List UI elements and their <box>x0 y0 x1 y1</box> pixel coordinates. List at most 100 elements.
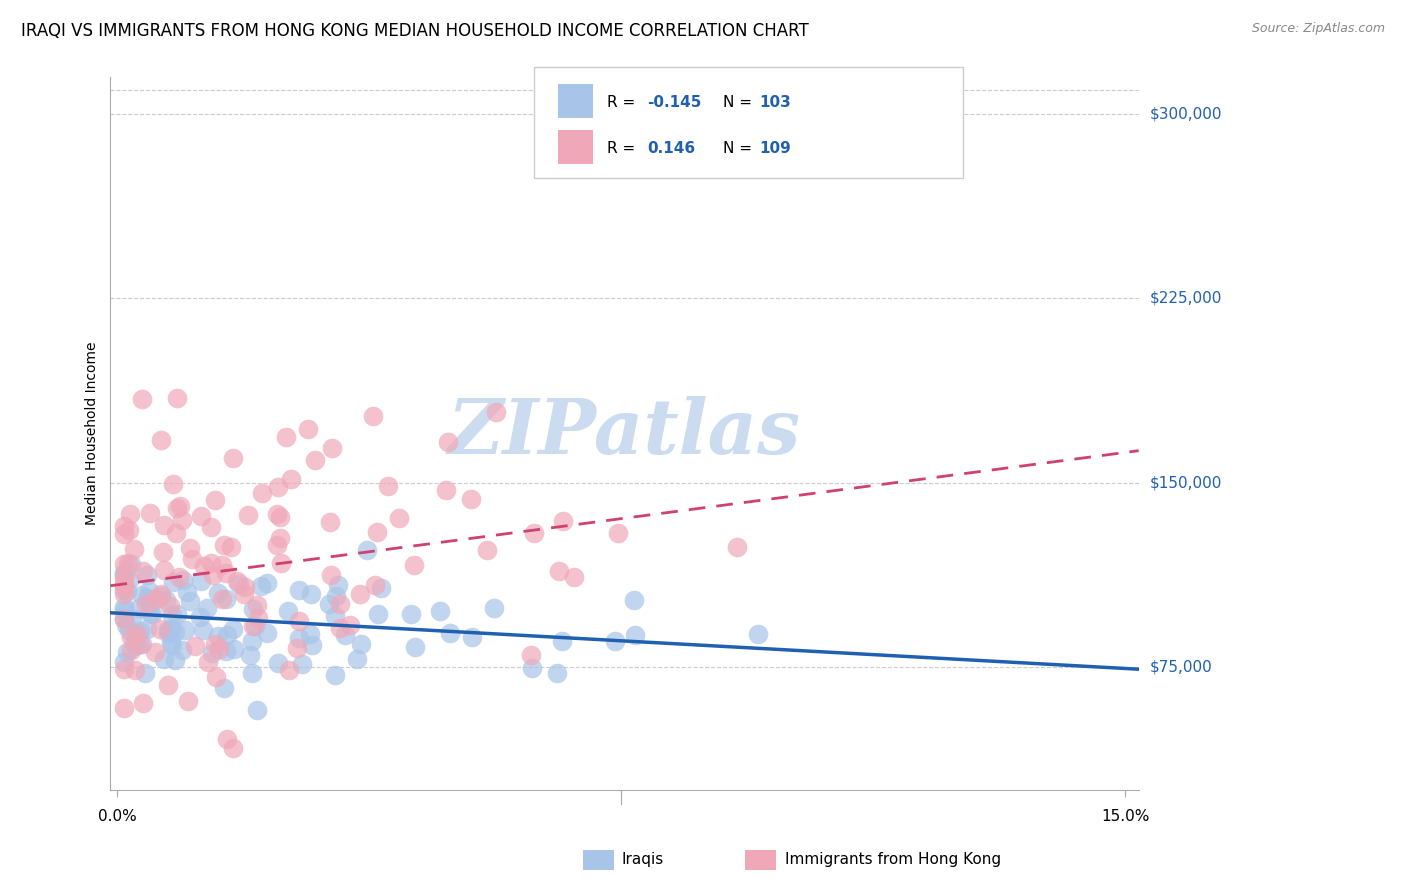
Point <box>160 607 183 622</box>
Point <box>278 663 301 677</box>
Point <box>301 638 323 652</box>
Point <box>173 624 195 638</box>
Point <box>153 652 176 666</box>
Point <box>122 636 145 650</box>
Text: ZIPatlas: ZIPatlas <box>449 396 801 470</box>
Point <box>201 646 224 660</box>
Point <box>551 633 574 648</box>
Point <box>299 587 322 601</box>
Point <box>239 648 262 662</box>
Point <box>297 422 319 436</box>
Point <box>128 624 150 639</box>
Point <box>437 435 460 450</box>
Point <box>112 569 135 583</box>
Point <box>166 391 188 405</box>
Point <box>434 483 457 497</box>
Point <box>157 623 180 637</box>
Point <box>520 648 543 662</box>
Text: N =: N = <box>723 141 756 156</box>
Point <box>115 584 138 599</box>
Point <box>325 589 347 603</box>
Point <box>112 655 135 669</box>
Point <box>266 507 288 521</box>
Point <box>155 593 177 607</box>
Point <box>361 409 384 423</box>
Point <box>370 581 392 595</box>
Point <box>399 607 422 621</box>
Point <box>256 626 278 640</box>
Point <box>349 587 371 601</box>
Point <box>112 576 135 591</box>
Point <box>112 582 135 597</box>
Point <box>233 587 256 601</box>
Point <box>145 592 167 607</box>
Point <box>129 637 152 651</box>
Point <box>246 703 269 717</box>
Point <box>166 607 188 621</box>
Point <box>112 566 135 581</box>
Text: 0.146: 0.146 <box>647 141 695 156</box>
Text: Immigrants from Hong Kong: Immigrants from Hong Kong <box>785 853 1001 867</box>
Point <box>204 492 226 507</box>
Point <box>165 625 187 640</box>
Point <box>240 665 263 680</box>
Point <box>112 518 135 533</box>
Text: $300,000: $300,000 <box>1150 107 1222 122</box>
Point <box>157 678 180 692</box>
Point <box>402 558 425 573</box>
Point <box>329 598 352 612</box>
Point <box>242 619 264 633</box>
Point <box>117 623 139 637</box>
Point <box>215 591 238 606</box>
Point <box>153 563 176 577</box>
Point <box>485 405 508 419</box>
Point <box>291 657 314 671</box>
Point <box>207 630 229 644</box>
Point <box>207 586 229 600</box>
Point <box>184 639 207 653</box>
Point <box>212 538 235 552</box>
Point <box>193 558 215 573</box>
Point <box>215 644 238 658</box>
Point <box>202 567 225 582</box>
Point <box>179 594 201 608</box>
Point <box>270 556 292 570</box>
Point <box>165 652 187 666</box>
Point <box>159 622 181 636</box>
Point <box>461 630 484 644</box>
Point <box>169 500 191 514</box>
Point <box>181 551 204 566</box>
Point <box>269 531 291 545</box>
Point <box>725 540 748 554</box>
Point <box>287 631 309 645</box>
Text: -0.145: -0.145 <box>647 95 702 110</box>
Point <box>152 545 174 559</box>
Point <box>482 601 505 615</box>
Point <box>177 694 200 708</box>
Point <box>136 568 159 582</box>
Point <box>605 633 627 648</box>
Point <box>120 643 142 657</box>
Point <box>266 538 288 552</box>
Point <box>224 642 246 657</box>
Point <box>115 618 138 632</box>
Point <box>191 624 214 638</box>
Point <box>115 645 138 659</box>
Point <box>250 486 273 500</box>
Point <box>125 635 148 649</box>
Point <box>124 640 146 654</box>
Point <box>228 576 250 591</box>
Point <box>188 610 211 624</box>
Point <box>112 587 135 601</box>
Point <box>112 662 135 676</box>
Point <box>250 579 273 593</box>
Y-axis label: Median Household Income: Median Household Income <box>86 342 100 525</box>
Point <box>149 622 172 636</box>
Text: IRAQI VS IMMIGRANTS FROM HONG KONG MEDIAN HOUSEHOLD INCOME CORRELATION CHART: IRAQI VS IMMIGRANTS FROM HONG KONG MEDIA… <box>21 22 808 40</box>
Point <box>195 601 218 615</box>
Text: Source: ZipAtlas.com: Source: ZipAtlas.com <box>1251 22 1385 36</box>
Point <box>169 569 191 583</box>
Point <box>120 507 142 521</box>
Point <box>125 630 148 644</box>
Point <box>200 557 222 571</box>
